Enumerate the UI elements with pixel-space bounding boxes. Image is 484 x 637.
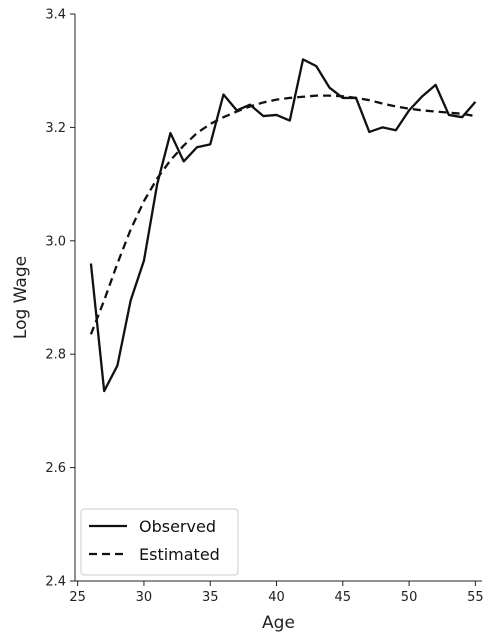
y-axis-ticks: 2.4 2.6 2.8 3.0 3.2 3.4 xyxy=(45,8,75,590)
x-tick-label: 50 xyxy=(401,590,418,605)
x-tick-label: 35 xyxy=(202,590,219,605)
legend-label-observed: Observed xyxy=(139,517,216,536)
x-axis-label: Age xyxy=(262,613,295,633)
y-tick-label: 2.8 xyxy=(45,348,66,363)
x-axis-ticks: 25 30 35 40 45 50 55 xyxy=(69,581,484,605)
x-tick-label: 30 xyxy=(136,590,153,605)
plot-area: 25 30 35 40 45 50 55 2.4 2.6 2.8 3.0 3.2 3.4 xyxy=(45,8,483,606)
legend: Observed Estimated xyxy=(80,508,239,576)
y-tick-label: 2.4 xyxy=(45,575,66,590)
x-tick-label: 25 xyxy=(69,590,86,605)
legend-label-estimated: Estimated xyxy=(139,545,220,564)
y-tick-label: 3.0 xyxy=(45,234,66,249)
y-tick-label: 2.6 xyxy=(45,461,66,476)
x-tick-label: 40 xyxy=(268,590,285,605)
x-tick-label: 55 xyxy=(467,590,484,605)
y-tick-label: 3.4 xyxy=(45,8,66,23)
y-tick-label: 3.2 xyxy=(45,121,66,136)
series-line-estimated xyxy=(89,94,476,335)
y-axis-label: Log Wage xyxy=(11,256,31,339)
series-line-observed xyxy=(89,58,477,393)
x-tick-label: 45 xyxy=(335,590,352,605)
